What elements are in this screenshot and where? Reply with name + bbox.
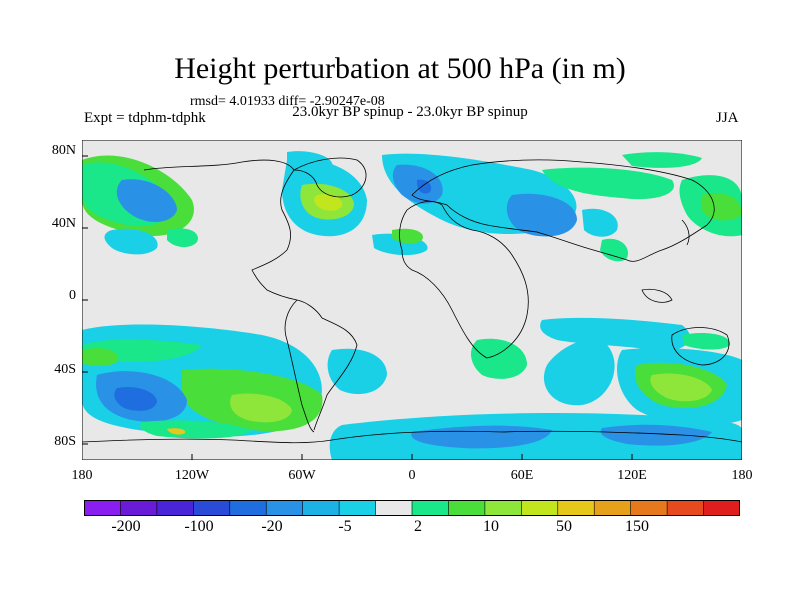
lon-label: 180 xyxy=(731,468,753,483)
lon-label: 0 xyxy=(408,468,416,483)
colorbar-cell xyxy=(703,500,740,516)
colorbar-label: 10 xyxy=(483,518,499,535)
anomaly-region xyxy=(82,348,118,366)
colorbar-label: -20 xyxy=(261,518,283,535)
colorbar-cell xyxy=(666,500,705,516)
anomaly-region xyxy=(327,348,387,395)
colorbar-label: -200 xyxy=(111,518,141,535)
colorbar-cell xyxy=(411,500,450,516)
colorbar-cell xyxy=(521,500,559,516)
anomaly-region xyxy=(622,152,702,168)
colorbar-cell xyxy=(193,500,231,516)
anomaly-region xyxy=(543,339,615,406)
anomaly-region xyxy=(582,208,618,237)
anomaly-region xyxy=(116,179,177,222)
anomaly-region xyxy=(600,424,712,446)
anomaly-region xyxy=(470,338,527,379)
anomaly-region xyxy=(230,393,292,423)
axis-ticks xyxy=(82,155,633,460)
colorbar-label: 150 xyxy=(625,518,649,535)
colorbar-cell xyxy=(265,500,304,516)
anomaly-region xyxy=(600,238,628,262)
lon-label: 60W xyxy=(288,468,316,483)
colorbar-cell xyxy=(84,500,122,516)
colorbar-cell xyxy=(484,500,523,516)
lat-label: 80N xyxy=(51,143,76,158)
anomaly-region xyxy=(114,386,157,411)
colorbar-label: 2 xyxy=(414,518,422,535)
coastlines xyxy=(82,157,742,444)
colorbar-cell xyxy=(229,500,268,516)
anomaly-region xyxy=(416,179,432,194)
anomaly-region xyxy=(104,228,158,255)
anomaly-region xyxy=(167,428,186,435)
lat-label: 0 xyxy=(69,288,76,303)
colorbar-cell xyxy=(448,500,486,516)
lon-label: 180 xyxy=(71,468,93,483)
lat-label: 40N xyxy=(51,216,76,231)
colorbar-label: -5 xyxy=(338,518,352,535)
subtitle: 23.0kyr BP spinup - 23.0kyr BP spinup xyxy=(292,104,528,120)
colorbar-cell xyxy=(302,500,340,516)
colorbar xyxy=(84,500,740,516)
anomaly-map xyxy=(82,140,742,460)
lat-label: 40S xyxy=(54,362,76,377)
colorbar-cell xyxy=(156,500,195,516)
colorbar-cell xyxy=(557,500,596,516)
colorbar-cell xyxy=(593,500,632,516)
anomaly-region xyxy=(506,193,577,237)
experiment-label: Expt = tdphm-tdphk xyxy=(84,110,206,126)
season-label: JJA xyxy=(716,110,739,126)
stats-label: rmsd= 4.01933 diff= -2.90247e-08 xyxy=(190,94,385,109)
anomaly-region xyxy=(542,167,674,200)
colorbar-cell xyxy=(630,500,668,516)
anomaly-region xyxy=(682,333,731,350)
anomaly-region xyxy=(287,151,333,172)
anomaly-region xyxy=(314,194,343,211)
colorbar-cell xyxy=(375,500,413,516)
colorbar-cell xyxy=(338,500,377,516)
map-title: Height perturbation at 500 hPa (in m) xyxy=(174,52,626,85)
anomaly-region xyxy=(167,228,198,248)
colorbar-label: -100 xyxy=(184,518,214,535)
lon-label: 120W xyxy=(174,468,210,483)
lon-label: 120E xyxy=(617,468,647,483)
anomaly-region xyxy=(140,420,252,439)
lon-label: 60E xyxy=(510,468,534,483)
anomaly-region xyxy=(650,373,712,402)
colorbar-cell xyxy=(120,500,158,516)
colorbar-label: 50 xyxy=(556,518,572,535)
lat-label: 80S xyxy=(54,434,76,449)
